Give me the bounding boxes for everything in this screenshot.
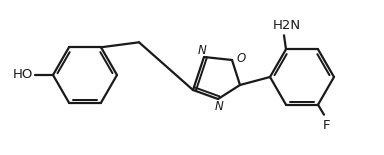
Text: N: N — [198, 44, 206, 57]
Text: F: F — [322, 119, 330, 132]
Text: O: O — [237, 53, 246, 66]
Text: H2N: H2N — [273, 19, 301, 32]
Text: N: N — [215, 100, 223, 113]
Text: HO: HO — [13, 69, 33, 82]
